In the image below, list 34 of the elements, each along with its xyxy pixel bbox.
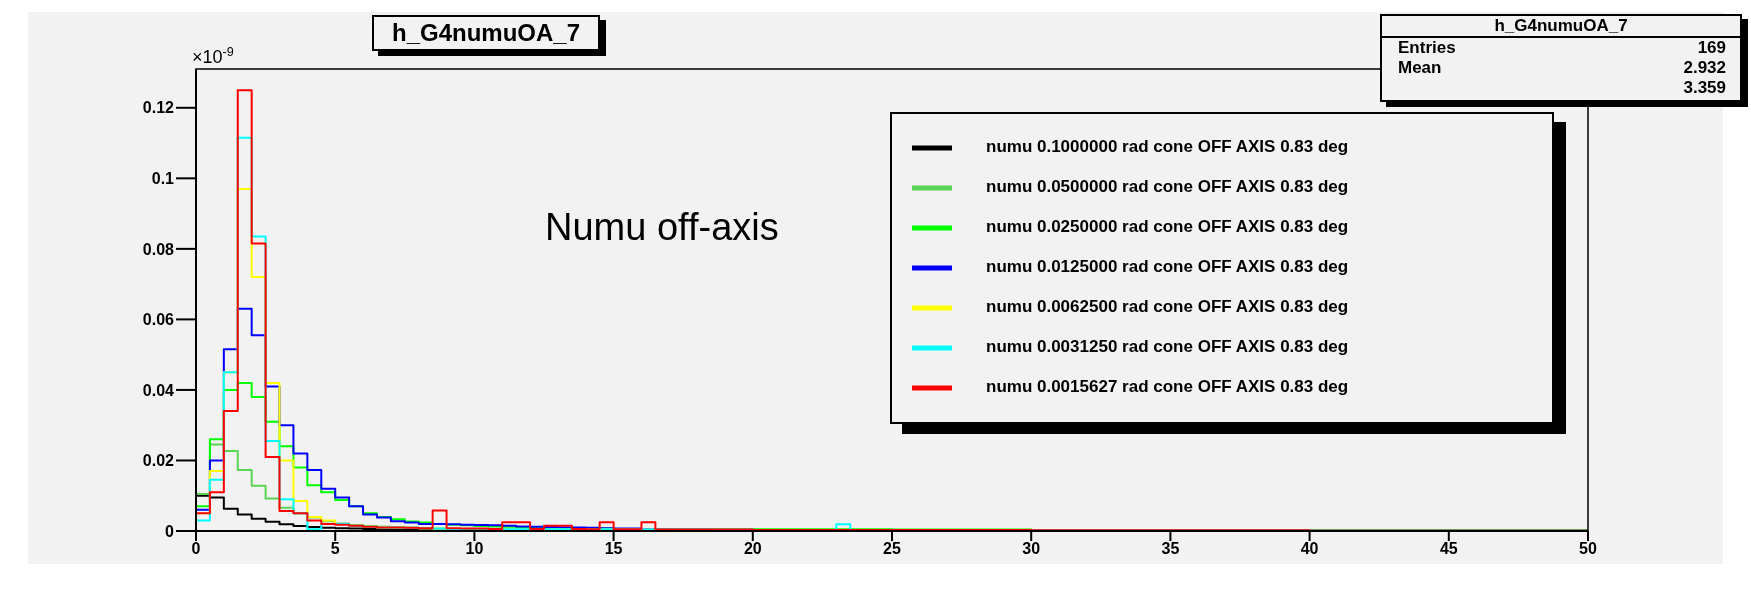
annotation: Numu off-axis bbox=[545, 206, 779, 248]
text: h_G4numuOA_7 bbox=[1382, 16, 1740, 38]
x-tick-label: 0 bbox=[191, 540, 201, 558]
text: 169 bbox=[1696, 38, 1726, 58]
legend-label: numu 0.0125000 rad cone OFF AXIS 0.83 deg bbox=[986, 257, 1349, 277]
x-tick-label: 10 bbox=[465, 540, 484, 558]
legend-label: numu 0.0250000 rad cone OFF AXIS 0.83 deg bbox=[986, 217, 1349, 237]
text: 3.359 bbox=[1682, 78, 1726, 98]
legend-label: numu 0.0031250 rad cone OFF AXIS 0.83 deg bbox=[986, 337, 1349, 357]
x-tick-label: 40 bbox=[1300, 540, 1319, 558]
y-tick-label: 0.08 bbox=[142, 240, 175, 258]
x-tick-label: 30 bbox=[1022, 540, 1041, 558]
x-tick-label: 35 bbox=[1161, 540, 1180, 558]
text: 2.932 bbox=[1682, 58, 1726, 78]
legend-label: numu 0.1000000 rad cone OFF AXIS 0.83 deg bbox=[986, 137, 1349, 157]
y-tick-label: 0.04 bbox=[142, 381, 175, 399]
y-tick-label: 0.12 bbox=[142, 99, 175, 117]
x-tick-label: 20 bbox=[743, 540, 762, 558]
legend-label: numu 0.0015627 rad cone OFF AXIS 0.83 deg bbox=[986, 377, 1349, 397]
x-tick-label: 5 bbox=[330, 540, 340, 558]
y-tick-label: 0.1 bbox=[151, 170, 175, 188]
annotation: Mean bbox=[1398, 58, 1443, 78]
x-tick-label: 50 bbox=[1579, 540, 1597, 558]
x-tick-label: 25 bbox=[883, 540, 901, 558]
y-tick-label: 0 bbox=[165, 522, 175, 540]
x-tick-label: 15 bbox=[604, 540, 623, 558]
y-axis-title: ×10$^{-9}$ bbox=[192, 45, 234, 67]
x-tick-label: 45 bbox=[1439, 540, 1458, 558]
legend-label: numu 0.0500000 rad cone OFF AXIS 0.83 deg bbox=[986, 177, 1349, 197]
chart-title: h_G4numuOA_7 bbox=[372, 15, 601, 51]
y-tick-label: 0.06 bbox=[142, 311, 175, 329]
legend-label: numu 0.0062500 rad cone OFF AXIS 0.83 deg bbox=[986, 297, 1349, 317]
y-tick-label: 0.02 bbox=[142, 452, 175, 470]
text: Entries bbox=[1398, 38, 1457, 58]
